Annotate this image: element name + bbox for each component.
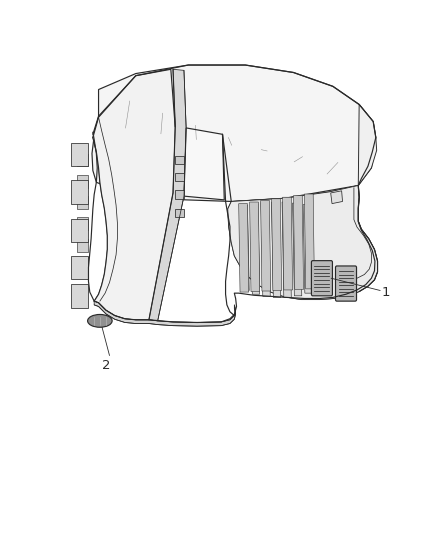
Polygon shape	[293, 203, 302, 296]
Polygon shape	[77, 239, 88, 252]
Polygon shape	[303, 205, 312, 293]
Polygon shape	[272, 199, 282, 290]
Polygon shape	[77, 257, 88, 270]
Bar	[175, 190, 184, 199]
Polygon shape	[250, 202, 260, 292]
Bar	[175, 209, 184, 217]
Polygon shape	[272, 202, 281, 297]
Polygon shape	[149, 69, 186, 321]
Polygon shape	[283, 197, 293, 290]
Polygon shape	[92, 65, 376, 201]
Polygon shape	[71, 219, 88, 242]
Polygon shape	[228, 185, 378, 300]
Bar	[175, 156, 184, 164]
Polygon shape	[304, 194, 314, 289]
Polygon shape	[107, 127, 173, 200]
Polygon shape	[261, 200, 271, 291]
Ellipse shape	[88, 314, 112, 327]
Polygon shape	[93, 69, 175, 320]
FancyBboxPatch shape	[311, 261, 332, 296]
Polygon shape	[261, 203, 270, 296]
Polygon shape	[71, 143, 88, 166]
Polygon shape	[251, 204, 260, 294]
Polygon shape	[71, 284, 88, 308]
Polygon shape	[184, 128, 224, 200]
Polygon shape	[331, 191, 343, 204]
Polygon shape	[71, 256, 88, 279]
Polygon shape	[282, 202, 291, 297]
Polygon shape	[239, 204, 249, 292]
Polygon shape	[93, 117, 117, 301]
FancyBboxPatch shape	[336, 266, 357, 301]
Polygon shape	[240, 205, 249, 290]
Text: 1: 1	[382, 286, 390, 298]
Polygon shape	[77, 175, 88, 188]
Polygon shape	[228, 104, 378, 300]
Polygon shape	[94, 301, 236, 326]
Polygon shape	[293, 196, 304, 289]
Polygon shape	[77, 217, 88, 230]
Text: 2: 2	[102, 359, 110, 372]
Bar	[175, 173, 184, 181]
Polygon shape	[77, 196, 88, 209]
Polygon shape	[71, 180, 88, 204]
Polygon shape	[77, 154, 88, 166]
